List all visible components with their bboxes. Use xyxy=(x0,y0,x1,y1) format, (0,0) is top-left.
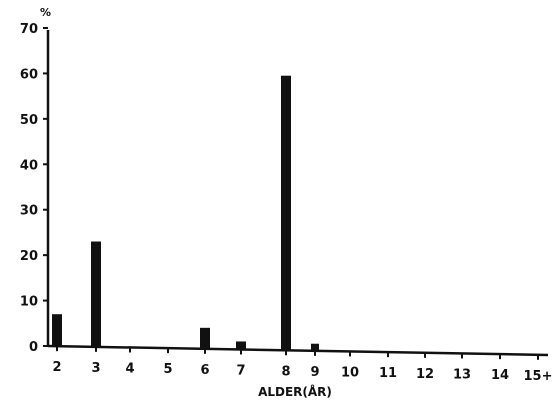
bar-2 xyxy=(52,314,62,347)
y-tick-label: 10 xyxy=(20,295,38,310)
y-tick-label: 70 xyxy=(20,22,38,37)
y-tick-label: 50 xyxy=(20,113,38,128)
x-ticks: 2 3 4 5 6 7 8 9 10 11 12 13 14 15+ xyxy=(52,346,552,384)
x-axis-line xyxy=(47,344,549,357)
x-tick-label: 10 xyxy=(341,365,359,380)
x-axis-title: ALDER(ÅR) xyxy=(258,384,332,399)
x-tick-label: 5 xyxy=(163,362,172,377)
x-tick-label: 14 xyxy=(491,368,509,383)
y-axis-unit: % xyxy=(40,6,51,19)
bar-9 xyxy=(311,343,319,351)
y-axis: % 0 10 20 30 40 50 60 70 xyxy=(20,6,51,355)
x-tick-label: 6 xyxy=(200,363,209,378)
x-tick-label: 11 xyxy=(379,366,397,381)
y-tick-label: 20 xyxy=(20,249,38,264)
y-tick-label: 60 xyxy=(20,67,38,82)
y-tick-label: 0 xyxy=(29,340,38,355)
x-tick-label: 15+ xyxy=(524,369,553,384)
y-tick-label: 30 xyxy=(20,204,38,219)
bar-3 xyxy=(91,241,101,347)
x-tick-label: 12 xyxy=(416,367,434,382)
y-tick-label: 40 xyxy=(20,158,38,173)
bar-8 xyxy=(281,75,291,351)
bars xyxy=(52,75,319,351)
x-tick-label: 3 xyxy=(91,361,100,376)
bar-7 xyxy=(236,341,246,350)
x-axis: 2 3 4 5 6 7 8 9 10 11 12 13 14 15+ ALDER(ÅR) xyxy=(47,344,552,399)
x-tick-label: 13 xyxy=(453,367,471,382)
x-tick-label: 7 xyxy=(236,363,245,378)
y-ticks: 0 10 20 30 40 50 60 70 xyxy=(20,22,48,355)
x-tick-label: 8 xyxy=(281,364,290,379)
bar-6 xyxy=(200,327,210,349)
x-tick-label: 9 xyxy=(310,365,319,380)
x-tick-label: 4 xyxy=(125,361,134,376)
x-tick-label: 2 xyxy=(52,360,61,375)
